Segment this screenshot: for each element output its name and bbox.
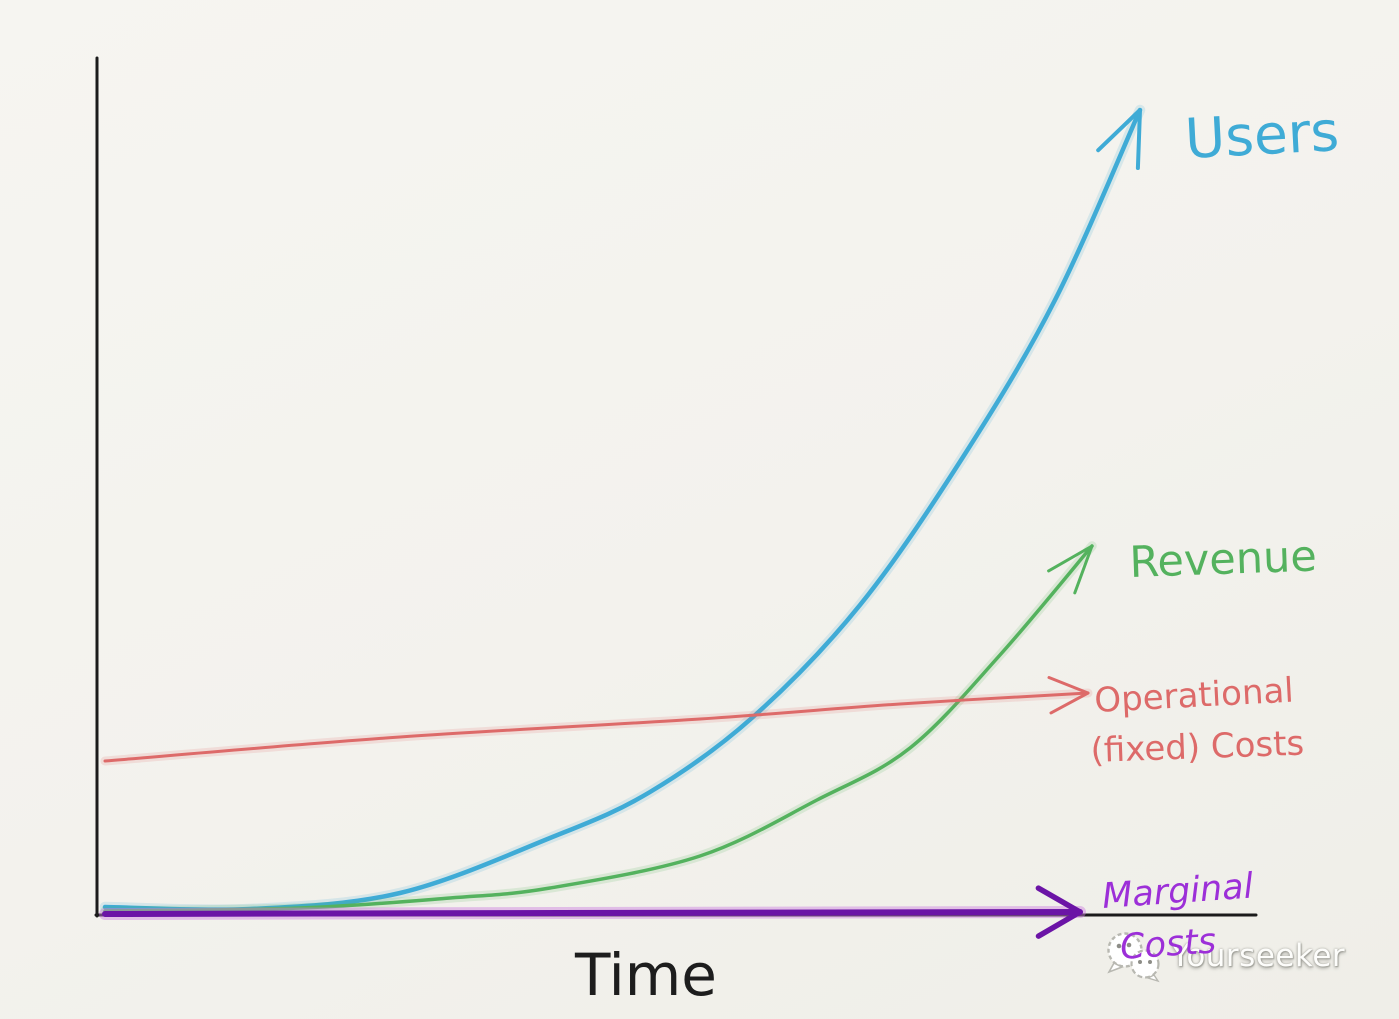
operational-costs-arrowhead [1047,676,1090,715]
operational-costs-label-line2: (fixed) Costs [1090,724,1305,771]
marginal-costs-arrowhead [1035,885,1083,939]
chat-bubbles-icon [1107,932,1160,983]
users-arrowhead [1096,108,1142,170]
operational-costs-curve-glow [100,688,1093,766]
revenue-label: Revenue [1129,531,1318,588]
marginal-costs-curve [102,909,1083,917]
users-curve-glow [99,104,1146,915]
series-curves [99,104,1146,939]
watermark: Yourseeker [1104,929,1345,983]
watermark-text: Yourseeker [1171,938,1346,974]
users-label: Users [1183,99,1340,171]
marginal-costs-label-line2: Costs [1119,921,1218,968]
revenue-arrowhead [1047,544,1094,595]
marginal-costs-label-line1: Marginal [1101,867,1255,917]
users-curve [102,107,1143,912]
revenue-curve [103,544,1094,913]
operational-costs-label-line1: Operational [1093,671,1294,721]
operational-costs-curve [103,691,1090,763]
x-axis-title: Time [574,941,717,1009]
